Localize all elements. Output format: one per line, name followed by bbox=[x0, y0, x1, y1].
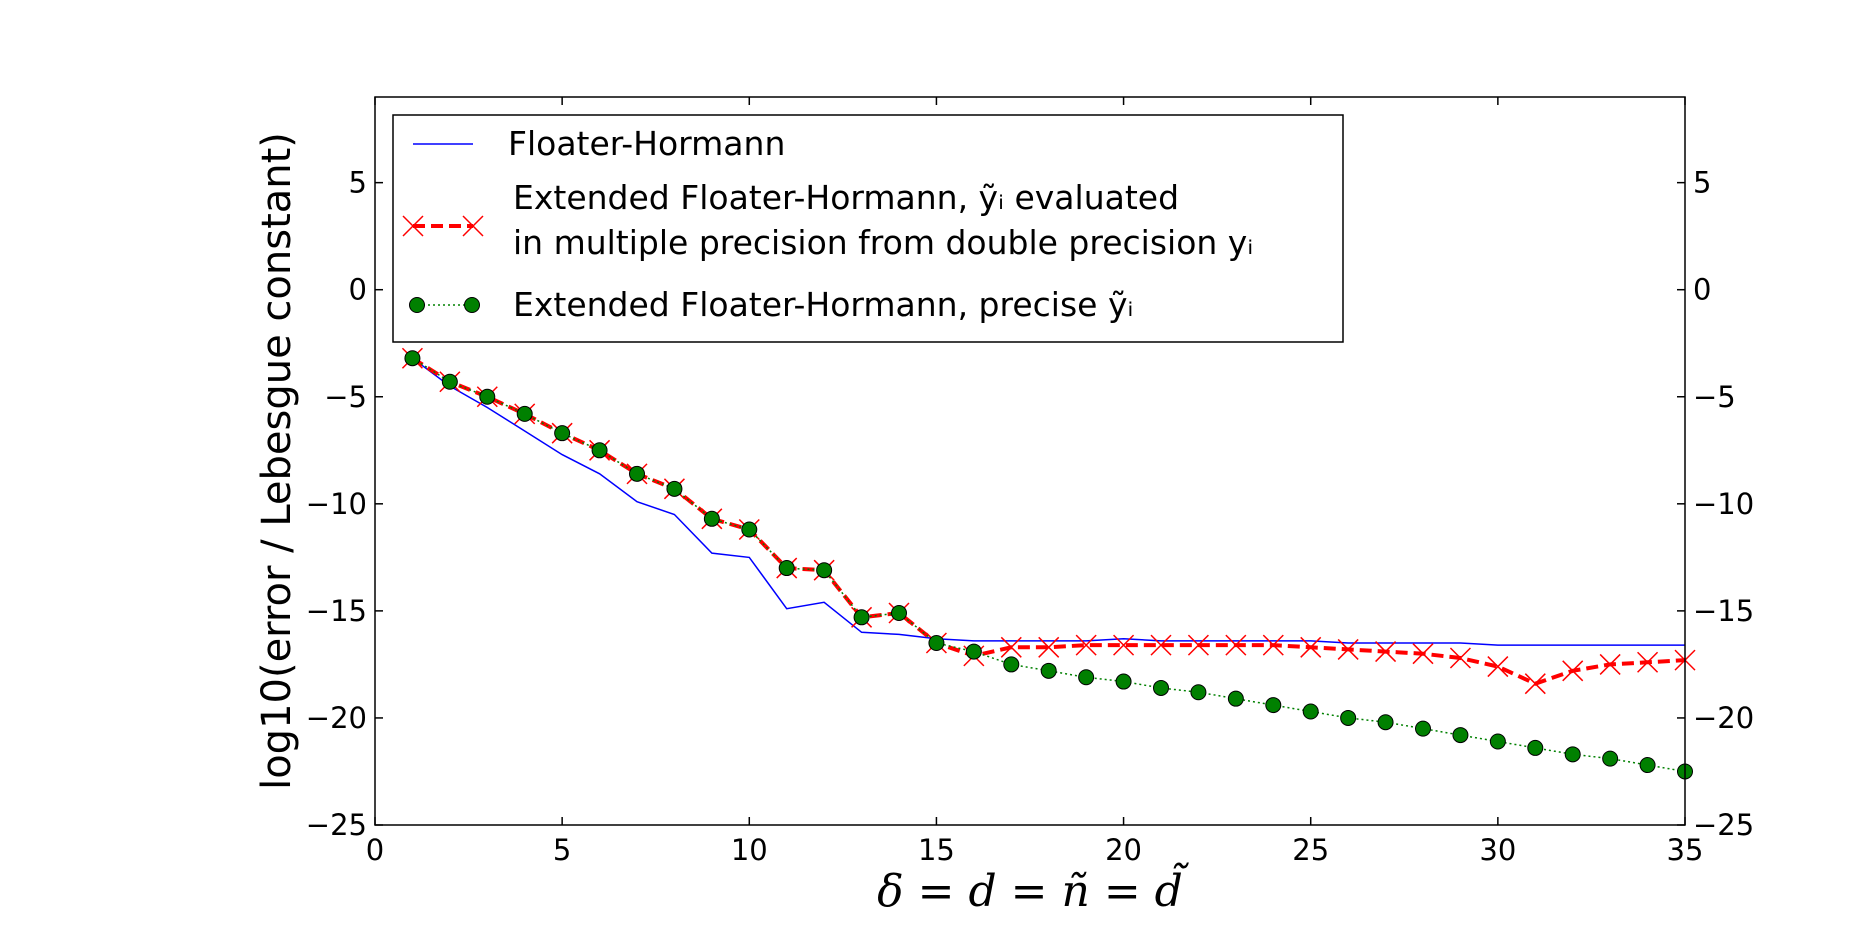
legend-marker-circle-icon-1 bbox=[409, 297, 425, 313]
circle-marker bbox=[516, 405, 533, 422]
y-tick-label-right: 0 bbox=[1693, 273, 1711, 307]
circle-marker bbox=[1602, 750, 1619, 767]
circle-marker bbox=[1003, 656, 1020, 673]
series-line-2 bbox=[412, 357, 1686, 773]
circle-marker bbox=[1564, 746, 1581, 763]
series-line-1 bbox=[411, 356, 1686, 686]
circle-marker bbox=[1227, 690, 1244, 707]
x-marker bbox=[1337, 638, 1359, 660]
x-marker bbox=[1599, 653, 1621, 675]
circle-marker bbox=[703, 510, 720, 527]
circle-marker bbox=[741, 521, 758, 538]
x-marker bbox=[1524, 673, 1546, 695]
x-tick-label: 10 bbox=[731, 833, 768, 867]
circle-marker bbox=[1639, 757, 1656, 774]
y-tick-label-left: −10 bbox=[306, 487, 367, 521]
circle-marker bbox=[629, 465, 645, 482]
legend-marker-x-icon-1 bbox=[402, 215, 424, 237]
circle-marker bbox=[1489, 733, 1506, 750]
circle-marker bbox=[554, 425, 571, 442]
y-tick-label-left: −25 bbox=[306, 808, 367, 842]
circle-marker bbox=[928, 635, 945, 651]
circle-marker bbox=[441, 373, 458, 390]
x-tick-label: 5 bbox=[553, 833, 571, 867]
x-tick-label: 20 bbox=[1105, 833, 1142, 867]
circle-marker bbox=[1078, 669, 1095, 686]
x-tick-label: 35 bbox=[1667, 833, 1704, 867]
x-tick-label: 15 bbox=[918, 833, 955, 867]
y-tick-label-right: −25 bbox=[1693, 808, 1754, 842]
y-tick-label-left: 0 bbox=[349, 273, 367, 307]
y-tick-label-left: −15 bbox=[306, 594, 367, 628]
circle-marker bbox=[816, 562, 833, 579]
circle-marker bbox=[1153, 679, 1169, 696]
y-axis-label: log10(error / Lebesgue constant) bbox=[254, 132, 300, 790]
circle-marker bbox=[1377, 714, 1394, 731]
x-marker bbox=[1412, 643, 1434, 665]
x-marker bbox=[1150, 634, 1172, 656]
legend-marker-x-icon-2 bbox=[462, 215, 484, 237]
circle-marker bbox=[891, 605, 907, 622]
legend-label-extended-precise: Extended Floater-Hormann, precise ỹᵢ bbox=[513, 285, 1133, 324]
x-marker bbox=[1038, 636, 1060, 658]
y-tick-label-right: 5 bbox=[1693, 166, 1711, 200]
y-tick-label-left: −20 bbox=[306, 701, 367, 735]
circle-marker bbox=[1302, 703, 1319, 720]
ticks-layer: 0 5 10 15 20 25 30 35 5 5 0 0 −5 −5 −10 −10 −15 −15 −20 −20… bbox=[306, 97, 1754, 867]
series-line-0 bbox=[411, 357, 1685, 646]
circle-marker bbox=[1340, 709, 1357, 726]
circle-marker bbox=[1415, 720, 1431, 737]
x-axis-label: δ = d = ñ = d̃ bbox=[877, 861, 1189, 917]
legend-label-floater-hormann: Floater-Hormann bbox=[508, 124, 785, 163]
y-tick-label-right: −15 bbox=[1693, 594, 1754, 628]
y-tick-label-left: 5 bbox=[349, 166, 367, 200]
y-tick-label-right: −10 bbox=[1693, 487, 1754, 521]
x-tick-label: 25 bbox=[1292, 833, 1329, 867]
circle-marker bbox=[666, 480, 683, 497]
series-1 bbox=[401, 347, 1696, 695]
circle-marker bbox=[479, 388, 496, 405]
plot-frame bbox=[374, 96, 1686, 826]
circle-marker bbox=[404, 350, 421, 367]
circle-marker bbox=[1190, 684, 1207, 701]
x-marker bbox=[1113, 634, 1135, 656]
x-marker bbox=[1075, 634, 1097, 656]
legend-label-extended-evaluated-line-2: in multiple precision from double precis… bbox=[513, 223, 1253, 262]
x-tick-label: 0 bbox=[366, 833, 384, 867]
y-tick-label-right: −20 bbox=[1693, 701, 1754, 735]
circle-marker bbox=[1265, 697, 1282, 714]
circle-marker bbox=[591, 442, 608, 459]
legend-box bbox=[392, 114, 1344, 343]
series-2 bbox=[404, 350, 1693, 780]
circle-marker bbox=[853, 609, 870, 626]
legend-label-extended-evaluated-line-1: Extended Floater-Hormann, ỹᵢ evaluated bbox=[513, 178, 1179, 217]
circle-marker bbox=[965, 643, 982, 660]
x-marker bbox=[1375, 641, 1397, 663]
x-marker bbox=[1225, 634, 1247, 656]
x-marker bbox=[1300, 636, 1322, 658]
y-tick-label-left: −5 bbox=[324, 380, 367, 414]
circle-marker bbox=[778, 560, 795, 577]
x-marker bbox=[1262, 634, 1284, 656]
y-tick-label-right: −5 bbox=[1693, 380, 1736, 414]
circle-marker bbox=[1040, 662, 1057, 679]
x-marker bbox=[1187, 634, 1209, 656]
series-layer bbox=[401, 347, 1696, 780]
circle-marker bbox=[1452, 727, 1469, 744]
x-marker bbox=[1637, 651, 1659, 673]
x-marker bbox=[1449, 647, 1471, 669]
circle-marker bbox=[1115, 673, 1132, 690]
legend: Floater-Hormann Extended Floater-Hormann… bbox=[392, 114, 1344, 343]
x-marker bbox=[1562, 660, 1584, 682]
x-marker bbox=[1000, 636, 1022, 658]
x-marker bbox=[1487, 656, 1509, 678]
series-0 bbox=[411, 357, 1685, 646]
circle-marker bbox=[1527, 739, 1544, 756]
x-tick-label: 30 bbox=[1479, 833, 1516, 867]
legend-marker-circle-icon-2 bbox=[464, 297, 480, 313]
